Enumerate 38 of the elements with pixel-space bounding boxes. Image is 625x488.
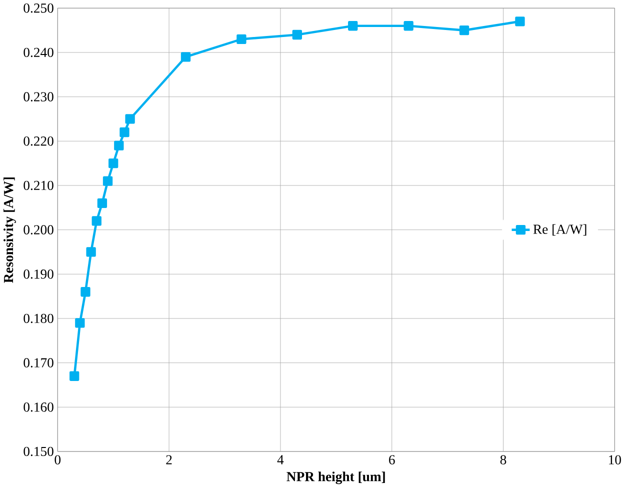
point — [86, 247, 96, 257]
y-tick-label: 0.180 — [24, 314, 54, 324]
point — [108, 158, 118, 168]
point — [404, 21, 414, 31]
y-tick-label: 0.230 — [24, 92, 54, 102]
y-tick-label: 0.240 — [24, 48, 54, 58]
point — [75, 318, 85, 328]
y-tick-label: 0.150 — [24, 447, 54, 456]
point — [114, 140, 124, 151]
point — [180, 52, 191, 62]
point — [80, 287, 90, 297]
y-tick-label: 0.190 — [24, 270, 54, 279]
point — [125, 114, 135, 124]
point — [70, 371, 80, 382]
x-tick-label: 8 — [500, 455, 506, 465]
legend-label: Re [A/W] — [533, 224, 586, 236]
point — [515, 16, 525, 26]
x-tick-label: 4 — [277, 455, 284, 464]
y-tick-label: 0.160 — [24, 402, 54, 412]
point — [459, 26, 470, 36]
point — [348, 21, 358, 31]
y-tick-label: 0.220 — [24, 136, 54, 146]
point — [292, 30, 302, 40]
y-tick-label: 0.210 — [24, 181, 54, 190]
y-axis-title: Resonsivity [A/W] — [4, 178, 16, 284]
y-tick-label: 0.170 — [24, 358, 54, 368]
x-tick-label: 6 — [389, 455, 395, 465]
point — [120, 128, 130, 138]
point — [92, 216, 102, 226]
point — [102, 176, 113, 186]
x-tick-label: 2 — [166, 455, 172, 464]
x-tick-label: 10 — [609, 455, 621, 465]
point — [97, 198, 108, 208]
point — [236, 34, 246, 44]
y-tick-label: 0.250 — [24, 4, 54, 13]
x-axis-title: NPR height [um] — [286, 472, 385, 484]
y-tick-label: 0.200 — [24, 225, 54, 235]
x-tick-label: 0 — [54, 455, 61, 465]
